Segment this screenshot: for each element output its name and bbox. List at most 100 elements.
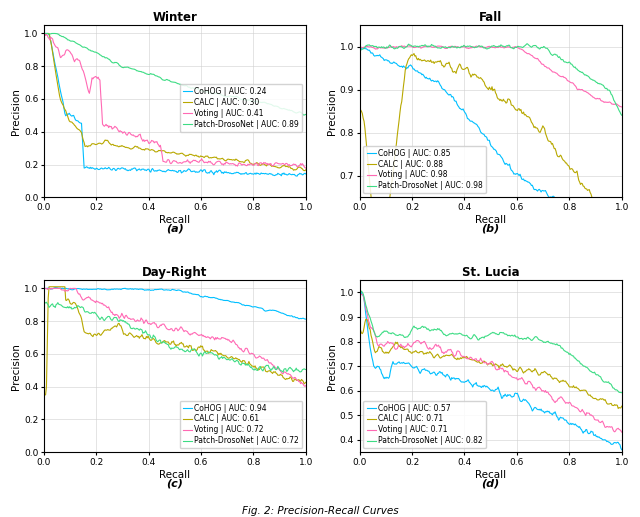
Voting | AUC: 0.41: (0.906, 0.202): 0.41: (0.906, 0.202) [278, 161, 285, 167]
Patch-DrosoNet | AUC: 0.89: (0.615, 0.646): 0.89: (0.615, 0.646) [201, 88, 209, 95]
Patch-DrosoNet | AUC: 0.82: (0.91, 0.665): 0.82: (0.91, 0.665) [594, 372, 602, 378]
Line: CALC | AUC: 0.88: CALC | AUC: 0.88 [360, 54, 621, 245]
Line: Voting | AUC: 0.41: Voting | AUC: 0.41 [44, 34, 306, 168]
Patch-DrosoNet | AUC: 0.82: (0, 1): 0.82: (0, 1) [356, 290, 364, 296]
Line: Patch-DrosoNet | AUC: 0.82: Patch-DrosoNet | AUC: 0.82 [360, 291, 621, 393]
Voting | AUC: 0.72: (0.997, 0.402): 0.72: (0.997, 0.402) [301, 383, 309, 389]
Y-axis label: Precision: Precision [327, 88, 337, 135]
Patch-DrosoNet | AUC: 0.82: (0.595, 0.82): 0.82: (0.595, 0.82) [512, 333, 520, 340]
CALC | AUC: 0.88: (0.913, 0.627): 0.88: (0.913, 0.627) [595, 204, 603, 210]
Y-axis label: Precision: Precision [327, 343, 337, 390]
Voting | AUC: 0.98: (0.615, 0.995): 0.98: (0.615, 0.995) [517, 46, 525, 52]
CALC | AUC: 0.61: (0.91, 0.47): 0.61: (0.91, 0.47) [278, 372, 286, 378]
Line: CoHOG | AUC: 0.94: CoHOG | AUC: 0.94 [44, 287, 306, 319]
CoHOG | AUC: 0.57: (0.906, 0.415): 0.57: (0.906, 0.415) [593, 433, 601, 439]
CoHOG | AUC: 0.85: (0, 0.993): 0.85: (0, 0.993) [356, 47, 364, 53]
Patch-DrosoNet | AUC: 0.72: (0.599, 0.605): 0.72: (0.599, 0.605) [197, 350, 205, 356]
X-axis label: Recall: Recall [159, 469, 191, 480]
Voting | AUC: 0.72: (0.906, 0.489): 0.72: (0.906, 0.489) [278, 369, 285, 375]
CALC | AUC: 0.88: (0.619, 0.846): 0.88: (0.619, 0.846) [518, 110, 525, 116]
Title: Winter: Winter [152, 11, 197, 24]
CoHOG | AUC: 0.85: (0.00334, 0.995): 0.85: (0.00334, 0.995) [356, 46, 364, 52]
Voting | AUC: 0.41: (0.592, 0.213): 0.41: (0.592, 0.213) [195, 159, 203, 165]
CoHOG | AUC: 0.94: (0.0435, 1.01): 0.94: (0.0435, 1.01) [51, 284, 59, 291]
CoHOG | AUC: 0.94: (0.91, 0.849): 0.94: (0.91, 0.849) [278, 310, 286, 316]
CALC | AUC: 0.71: (0.91, 0.563): 0.71: (0.91, 0.563) [594, 397, 602, 403]
Voting | AUC: 0.72: (0, 1): 0.72: (0, 1) [40, 285, 47, 292]
CALC | AUC: 0.30: (0.00334, 0.999): 0.30: (0.00334, 0.999) [41, 31, 49, 37]
Voting | AUC: 0.98: (0.599, 0.998): 0.98: (0.599, 0.998) [513, 44, 520, 51]
Line: CoHOG | AUC: 0.85: CoHOG | AUC: 0.85 [360, 48, 621, 232]
CALC | AUC: 0.61: (0, 0.35): 0.61: (0, 0.35) [40, 392, 47, 398]
Patch-DrosoNet | AUC: 0.98: (0, 0.992): 0.98: (0, 0.992) [356, 47, 364, 53]
CoHOG | AUC: 0.94: (0.846, 0.861): 0.94: (0.846, 0.861) [262, 308, 269, 314]
Voting | AUC: 0.71: (0.91, 0.481): 0.71: (0.91, 0.481) [594, 417, 602, 423]
CALC | AUC: 0.71: (0.00334, 0.847): 0.71: (0.00334, 0.847) [356, 327, 364, 333]
Line: CoHOG | AUC: 0.24: CoHOG | AUC: 0.24 [44, 34, 306, 176]
Patch-DrosoNet | AUC: 0.98: (0.91, 0.914): 0.98: (0.91, 0.914) [594, 81, 602, 87]
X-axis label: Recall: Recall [475, 469, 506, 480]
Voting | AUC: 0.72: (0.612, 0.705): 0.72: (0.612, 0.705) [200, 333, 208, 340]
CoHOG | AUC: 0.24: (0.595, 0.161): 0.24: (0.595, 0.161) [196, 168, 204, 174]
CoHOG | AUC: 0.57: (0, 1): 0.57: (0, 1) [356, 290, 364, 296]
Patch-DrosoNet | AUC: 0.72: (0, 0.905): 0.72: (0, 0.905) [40, 301, 47, 307]
Legend: CoHOG | AUC: 0.57, CALC | AUC: 0.71, Voting | AUC: 0.71, Patch-DrosoNet | AUC: 0: CoHOG | AUC: 0.57, CALC | AUC: 0.71, Vot… [364, 401, 486, 448]
Patch-DrosoNet | AUC: 0.98: (0.595, 0.999): 0.98: (0.595, 0.999) [512, 44, 520, 51]
CALC | AUC: 0.71: (0.0234, 0.891): 0.71: (0.0234, 0.891) [362, 316, 370, 323]
Text: (a): (a) [166, 224, 184, 234]
Voting | AUC: 0.71: (0.599, 0.653): 0.71: (0.599, 0.653) [513, 375, 520, 381]
CoHOG | AUC: 0.24: (1, 0.142): 0.24: (1, 0.142) [302, 171, 310, 177]
CoHOG | AUC: 0.57: (0.592, 0.589): 0.57: (0.592, 0.589) [511, 390, 518, 397]
Title: St. Lucia: St. Lucia [462, 266, 520, 279]
CALC | AUC: 0.88: (1, 0.557): 0.88: (1, 0.557) [618, 234, 625, 240]
CALC | AUC: 0.61: (0.595, 0.638): 0.61: (0.595, 0.638) [196, 344, 204, 351]
Patch-DrosoNet | AUC: 0.72: (0.595, 0.6): 0.72: (0.595, 0.6) [196, 351, 204, 357]
Voting | AUC: 0.71: (0.01, 0.994): 0.71: (0.01, 0.994) [358, 291, 366, 297]
CALC | AUC: 0.30: (0.843, 0.199): 0.30: (0.843, 0.199) [261, 162, 269, 168]
Text: (b): (b) [481, 224, 500, 234]
Patch-DrosoNet | AUC: 0.89: (0.00334, 1): 0.89: (0.00334, 1) [41, 31, 49, 37]
Patch-DrosoNet | AUC: 0.89: (0.846, 0.577): 0.89: (0.846, 0.577) [262, 100, 269, 106]
CALC | AUC: 0.30: (0.592, 0.245): 0.30: (0.592, 0.245) [195, 154, 203, 160]
Line: CALC | AUC: 0.71: CALC | AUC: 0.71 [360, 320, 621, 408]
CALC | AUC: 0.30: (0, 1): 0.30: (0, 1) [40, 31, 47, 37]
CALC | AUC: 0.88: (0, 0.862): 0.88: (0, 0.862) [356, 103, 364, 109]
Patch-DrosoNet | AUC: 0.89: (0, 0.999): 0.89: (0, 0.999) [40, 31, 47, 37]
CoHOG | AUC: 0.85: (0.615, 0.698): 0.85: (0.615, 0.698) [517, 174, 525, 180]
CoHOG | AUC: 0.94: (0.595, 0.953): 0.94: (0.595, 0.953) [196, 293, 204, 299]
CALC | AUC: 0.88: (0.599, 0.853): 0.88: (0.599, 0.853) [513, 107, 520, 113]
Y-axis label: Precision: Precision [11, 88, 21, 135]
Voting | AUC: 0.98: (0.00334, 0.999): 0.98: (0.00334, 0.999) [356, 44, 364, 50]
CoHOG | AUC: 0.85: (0.99, 0.569): 0.85: (0.99, 0.569) [615, 229, 623, 235]
Line: Patch-DrosoNet | AUC: 0.98: Patch-DrosoNet | AUC: 0.98 [360, 43, 621, 115]
Patch-DrosoNet | AUC: 0.82: (0.615, 0.812): 0.82: (0.615, 0.812) [517, 336, 525, 342]
CoHOG | AUC: 0.94: (0.00334, 0.997): 0.94: (0.00334, 0.997) [41, 286, 49, 292]
Patch-DrosoNet | AUC: 0.72: (0.846, 0.524): 0.72: (0.846, 0.524) [262, 363, 269, 370]
Legend: CoHOG | AUC: 0.24, CALC | AUC: 0.30, Voting | AUC: 0.41, Patch-DrosoNet | AUC: 0: CoHOG | AUC: 0.24, CALC | AUC: 0.30, Vot… [180, 84, 302, 132]
CALC | AUC: 0.30: (0.906, 0.184): 0.30: (0.906, 0.184) [278, 164, 285, 170]
Patch-DrosoNet | AUC: 0.98: (0.846, 0.94): 0.98: (0.846, 0.94) [577, 69, 585, 75]
Patch-DrosoNet | AUC: 0.89: (0.595, 0.656): 0.89: (0.595, 0.656) [196, 87, 204, 93]
Patch-DrosoNet | AUC: 0.98: (1, 0.841): 0.98: (1, 0.841) [618, 112, 625, 118]
Voting | AUC: 0.98: (0.595, 1): 0.98: (0.595, 1) [512, 43, 520, 50]
CALC | AUC: 0.71: (1, 0.537): 0.71: (1, 0.537) [618, 403, 625, 409]
Patch-DrosoNet | AUC: 0.89: (0.00669, 1): 0.89: (0.00669, 1) [42, 31, 49, 37]
Line: CALC | AUC: 0.61: CALC | AUC: 0.61 [44, 287, 306, 395]
CALC | AUC: 0.88: (0.207, 0.984): 0.88: (0.207, 0.984) [410, 51, 418, 57]
Line: Patch-DrosoNet | AUC: 0.72: Patch-DrosoNet | AUC: 0.72 [44, 302, 306, 372]
Voting | AUC: 0.72: (1, 0.406): 0.72: (1, 0.406) [302, 383, 310, 389]
Voting | AUC: 0.98: (0, 1): 0.98: (0, 1) [356, 43, 364, 50]
CALC | AUC: 0.88: (0.849, 0.682): 0.88: (0.849, 0.682) [579, 180, 586, 187]
Patch-DrosoNet | AUC: 0.72: (0.01, 0.915): 0.72: (0.01, 0.915) [43, 299, 51, 306]
Title: Day-Right: Day-Right [142, 266, 207, 279]
CoHOG | AUC: 0.24: (0.612, 0.168): 0.24: (0.612, 0.168) [200, 166, 208, 173]
Patch-DrosoNet | AUC: 0.72: (0.91, 0.494): 0.72: (0.91, 0.494) [278, 368, 286, 374]
CoHOG | AUC: 0.57: (0.595, 0.59): 0.57: (0.595, 0.59) [512, 390, 520, 396]
CALC | AUC: 0.30: (0.595, 0.246): 0.30: (0.595, 0.246) [196, 154, 204, 160]
Text: Fig. 2: Precision-Recall Curves: Fig. 2: Precision-Recall Curves [242, 507, 398, 516]
CoHOG | AUC: 0.85: (1, 0.572): 0.85: (1, 0.572) [618, 227, 625, 234]
Patch-DrosoNet | AUC: 0.89: (0.91, 0.54): 0.89: (0.91, 0.54) [278, 105, 286, 112]
Patch-DrosoNet | AUC: 0.82: (0.00669, 1.01): 0.82: (0.00669, 1.01) [358, 288, 365, 294]
Line: Voting | AUC: 0.71: Voting | AUC: 0.71 [360, 294, 621, 432]
CoHOG | AUC: 0.85: (0.595, 0.703): 0.85: (0.595, 0.703) [512, 171, 520, 177]
